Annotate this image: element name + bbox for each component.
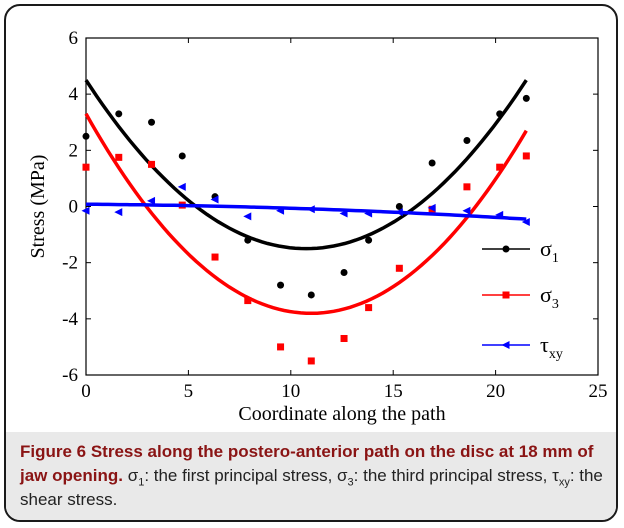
x-tick-label: 10	[281, 381, 300, 402]
sigma1-point	[115, 110, 123, 118]
x-axis-label: Coordinate along the path	[238, 403, 445, 425]
sigma1-legend-marker	[502, 245, 510, 253]
y-tick-label: 0	[69, 197, 79, 218]
sigma3-point	[496, 163, 504, 171]
sigma3-fit-line	[84, 112, 528, 316]
tauxy-point	[177, 182, 186, 191]
tauxy-point	[243, 212, 252, 221]
sigma1-point	[365, 236, 373, 244]
y-tick-label: -6	[62, 365, 78, 386]
sigma3-point	[244, 297, 252, 305]
tauxy-point	[462, 206, 471, 215]
sigma3-point	[277, 343, 285, 351]
x-tick-label: 15	[384, 381, 403, 402]
tauxy-legend-marker	[501, 341, 510, 349]
sigma3-point	[340, 334, 348, 342]
x-tick-label: 0	[81, 381, 91, 402]
figure-card: 0 5 10 15 20 25 6 4 2 0 -2 -4 -6 Coordinate along the…	[4, 4, 618, 522]
sigma3-point	[395, 264, 403, 272]
y-tick-label: -2	[62, 253, 78, 274]
tauxy-point	[339, 209, 348, 218]
tauxy-point	[114, 208, 123, 217]
sigma3-point	[463, 183, 471, 191]
tauxy-fit-line	[86, 202, 527, 221]
y-tick-label: 4	[69, 84, 79, 105]
sigma1-legend-label: σ1	[540, 236, 559, 266]
x-tick-label: 25	[589, 381, 608, 402]
y-tick-label: -4	[62, 309, 78, 330]
tauxy-point	[147, 196, 156, 205]
figure-caption: Figure 6 Stress along the postero-anteri…	[6, 432, 616, 520]
sigma1-point	[244, 236, 252, 244]
sigma3-point	[522, 152, 530, 160]
y-axis-label: Stress (MPa)	[27, 155, 49, 259]
sigma1-point	[395, 203, 403, 210]
x-tick-label: 20	[486, 381, 505, 402]
sigma3-legend-label: σ3	[540, 282, 559, 312]
sigma1-point	[496, 110, 504, 118]
sigma1-point	[277, 281, 285, 289]
tauxy-point	[276, 206, 285, 215]
tauxy-point	[394, 208, 403, 217]
sigma3-point	[115, 153, 123, 161]
sigma1-point	[428, 159, 436, 167]
sigma1-point	[82, 132, 90, 140]
caption-text: σ1: the first principal stress, σ3: the …	[20, 466, 603, 509]
sigma3-point	[148, 160, 156, 168]
sigma1-point	[463, 137, 471, 145]
sigma3-point	[365, 304, 373, 312]
tauxy-point	[210, 195, 219, 204]
x-tick-label: 5	[184, 381, 194, 402]
tauxy-point	[495, 210, 504, 219]
caption-title: Figure 6 Stress along the postero-anteri…	[20, 442, 594, 485]
sigma1-point	[522, 94, 530, 102]
sigma3-legend-marker	[502, 291, 510, 299]
sigma1-point	[148, 118, 156, 126]
tauxy-point	[364, 209, 373, 218]
sigma3-point	[307, 357, 315, 365]
tauxy-point	[81, 206, 90, 215]
y-tick-label: 2	[69, 140, 79, 161]
sigma1-fit-line	[84, 79, 528, 251]
tauxy-legend-label: τxy	[540, 332, 563, 362]
y-tick-label: 6	[69, 28, 79, 49]
tauxy-point	[306, 205, 315, 214]
sigma3-point	[211, 253, 219, 261]
sigma1-point	[178, 152, 186, 160]
tauxy-point	[521, 217, 530, 226]
sigma3-point	[82, 163, 90, 171]
tauxy-point	[427, 203, 436, 212]
sigma1-point	[340, 268, 348, 276]
sigma1-point	[307, 291, 315, 299]
